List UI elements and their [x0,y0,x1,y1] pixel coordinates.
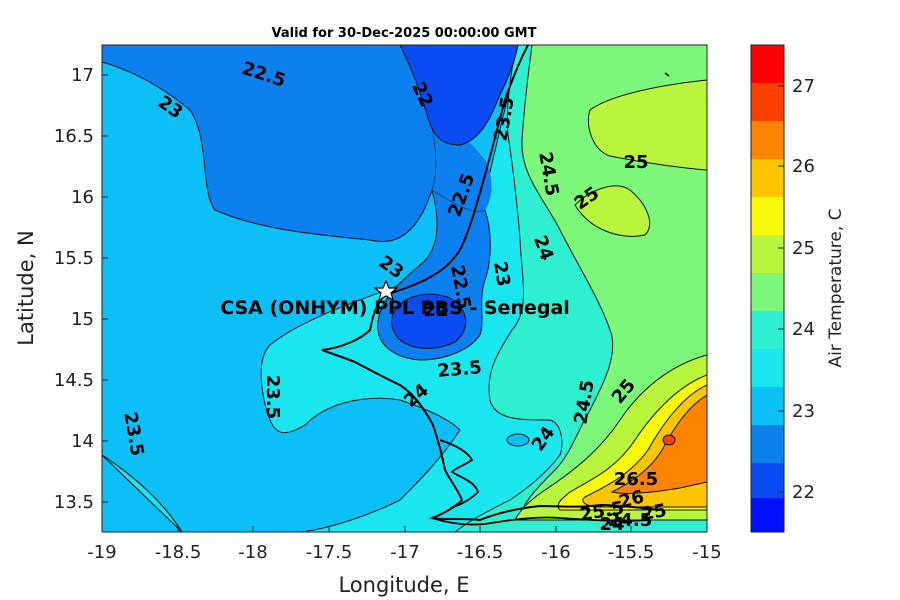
x-axis: -19 -18.5 -18 -17.5 -17 -16.5 -16 -15.5 … [87,526,722,563]
x-tick-label: -17 [390,542,419,563]
contour-label: 24 [599,514,624,535]
map-plot-area[interactable]: 22.5 23 22 23.5 25 24.5 25 22.5 24 23 23… [102,45,707,535]
y-axis: 17 16.5 16 15.5 15 14.5 14 13.5 [54,65,108,513]
y-tick-label: 14 [71,431,94,452]
coastline [321,45,661,522]
coastline-south [431,516,651,526]
colorbar-step-26-5 [751,83,784,121]
colorbar-tick-label: 24 [792,319,815,340]
colorbar-step-27 [751,45,784,83]
station-star-icon[interactable] [373,279,399,302]
colorbar-step-25-5 [751,159,784,197]
band-26-5-region [610,394,707,494]
x-tick-label: -17.5 [306,542,353,563]
band-22-region-north [399,45,519,146]
contour-label: 22 [423,300,448,321]
band-25-region-mid [574,185,650,237]
colorbar [750,44,785,533]
colorbar-tick-label: 25 [792,238,815,259]
contour-label: 23.5 [436,357,482,382]
band-25-region-north [587,79,707,171]
x-tick-label: -16.5 [457,542,504,563]
x-tick-label: -15 [692,542,721,563]
y-tick-label: 14.5 [54,370,94,391]
colorbar-step-25 [751,197,784,235]
colorbar-step-23-5 [751,311,784,349]
x-tick-label: -16 [541,542,570,563]
figure-title: Valid for 30-Dec-2025 00:00:00 GMT [272,26,537,41]
x-tick-label: -18 [238,542,267,563]
colorbar-tick-label: 27 [792,76,815,97]
map-mark [664,72,670,77]
colorbar-step-23 [751,349,784,387]
colorbar-frame [750,44,785,533]
x-tick-label: -15.5 [608,542,655,563]
contour-label: 24.5 [608,510,652,531]
contour-label: 26.5 [614,469,658,490]
x-tick-label: -19 [87,542,116,563]
colorbar-step-21-5 [751,463,784,498]
colorbar-step-24-5 [751,235,784,273]
y-axis-label: Latitude, N [14,230,38,346]
colorbar-step-26 [751,121,784,159]
colorbar-step-24 [751,273,784,311]
band-27-region [662,434,676,446]
station-label: CSA (ONHYM) PPL PBS - Senegal [220,297,570,319]
colorbar-step-21 [751,498,784,532]
colorbar-tick-label: 26 [792,156,815,177]
contour-label: 25 [640,500,668,525]
coastline-estuary [439,439,480,509]
colorbar-step-22-5 [751,387,784,425]
x-axis-label: Longitude, E [338,573,469,597]
contour-label: 25 [623,152,648,173]
contour-label: 23 [489,260,514,288]
band-23-5-pocket [506,433,530,447]
y-tick-label: 15 [71,309,94,330]
y-tick-label: 16 [71,187,94,208]
contour-label: 23.5 [262,375,283,419]
x-tick-label: -18.5 [155,542,202,563]
colorbar-label: Air Temperature, C [826,208,846,367]
y-tick-label: 16.5 [54,126,94,147]
y-tick-label: 15.5 [54,248,94,269]
colorbar-ticks: 27 26 25 24 23 22 [778,76,815,503]
band-22-region-south [391,293,467,349]
y-tick-label: 17 [71,65,94,86]
y-tick-label: 13.5 [54,492,94,513]
colorbar-tick-label: 22 [792,482,815,503]
colorbar-step-22 [751,425,784,463]
colorbar-tick-label: 23 [792,401,815,422]
